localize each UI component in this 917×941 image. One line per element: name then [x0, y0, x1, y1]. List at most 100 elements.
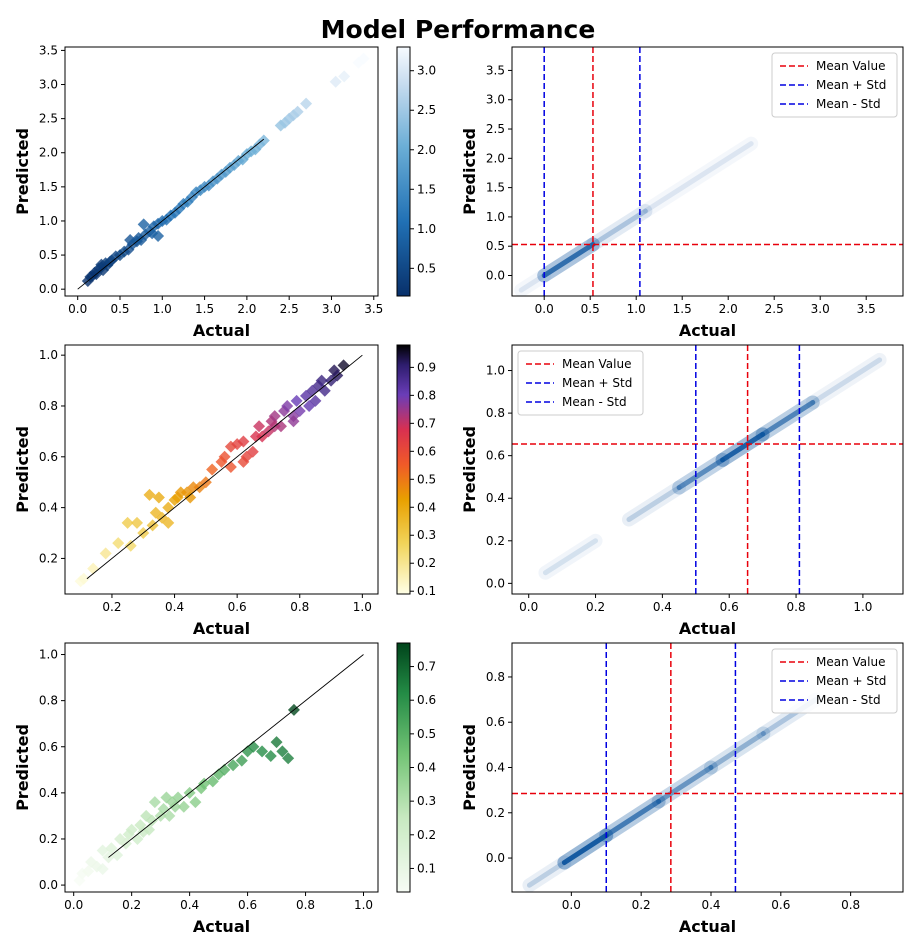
density-core [656, 765, 714, 804]
data-point [152, 229, 165, 242]
data-point [174, 486, 187, 499]
data-point [162, 516, 175, 529]
data-point [276, 745, 289, 758]
density-area [512, 345, 903, 594]
data-point [206, 463, 219, 476]
data-point [125, 823, 138, 836]
data-point [281, 399, 294, 412]
colorbar-tick-label: 0.1 [417, 584, 436, 598]
y-tick-label: 0.8 [39, 399, 58, 413]
colorbar-tick-label: 0.7 [417, 660, 436, 674]
colorbar-tick-label: 0.9 [417, 360, 436, 374]
legend: Mean Value Mean + Std Mean - Std [517, 350, 644, 416]
legend-box [771, 648, 898, 714]
data-point [177, 800, 190, 813]
x-tick-label: 0.2 [632, 898, 651, 912]
density-core [626, 485, 682, 523]
data-point [206, 775, 219, 788]
x-axis-label: Actual [679, 619, 736, 638]
y-tick-label: 2.5 [486, 122, 505, 136]
identity-line [77, 138, 265, 290]
x-axis-label: Actual [679, 321, 736, 340]
data-point [247, 740, 260, 753]
x-tick-label: 0.2 [122, 898, 141, 912]
x-tick-label: 0.2 [586, 600, 605, 614]
colorbar-tick-label: 3.0 [417, 64, 436, 78]
density-core [810, 357, 883, 405]
y-tick-label: 0.8 [486, 670, 505, 684]
data-point [112, 537, 125, 550]
colorbar-tick-label: 0.6 [417, 444, 436, 458]
colorbar-tick-label: 0.2 [417, 556, 436, 570]
density-band [585, 204, 653, 252]
y-axis-label: Predicted [13, 426, 32, 513]
axes-frame [64, 344, 379, 595]
y-tick-label: 1.0 [39, 348, 58, 362]
data-point [257, 134, 270, 147]
data-point [145, 814, 158, 827]
x-tick-label: 2.5 [280, 302, 299, 316]
x-tick-label: 0.5 [581, 302, 600, 316]
density-core [676, 457, 726, 491]
y-tick-label: 0.5 [39, 248, 58, 262]
data-point [329, 75, 342, 88]
density-core [720, 431, 766, 463]
data-point [224, 460, 237, 473]
y-tick-label: 3.0 [486, 93, 505, 107]
x-tick-label: 0.8 [841, 898, 860, 912]
legend-box [771, 52, 898, 118]
x-tick-label: 0.0 [68, 302, 87, 316]
x-tick-label: 0.6 [720, 600, 739, 614]
data-point [249, 430, 262, 443]
y-tick-label: 1.5 [39, 180, 58, 194]
data-point [338, 70, 351, 83]
y-tick-label: 0.0 [39, 878, 58, 892]
x-tick-label: 0.6 [228, 600, 247, 614]
data-point [268, 410, 281, 423]
legend-label: Mean Value [816, 59, 885, 73]
legend-box [517, 350, 644, 416]
x-axis-label: Actual [193, 917, 250, 936]
legend: Mean Value Mean + Std Mean - Std [771, 648, 898, 714]
density-panel-2: 0.0 0.5 1.0 1.5 2.0 2.5 3.0 3.5 0.0 0.5 1.0 1.5 2.0 2… [460, 46, 904, 340]
density-band [522, 855, 572, 892]
data-point [163, 809, 176, 822]
x-tick-label: 0.5 [110, 302, 129, 316]
colorbar-tick-label: 0.4 [417, 761, 436, 775]
x-tick-label: 0.8 [290, 600, 309, 614]
data-point [218, 763, 231, 776]
y-tick-label: 1.0 [39, 214, 58, 228]
density-core [603, 798, 662, 838]
x-tick-label: 1.5 [195, 302, 214, 316]
density-core [708, 731, 766, 770]
axes-frame [64, 46, 379, 297]
y-tick-label: 0.0 [486, 576, 505, 590]
density-panel-6: 0.0 0.2 0.4 0.6 0.8 0.0 0.2 0.4 0.6 0.8 Actual Pred… [460, 642, 904, 936]
data-point [130, 516, 143, 529]
colorbar [396, 46, 411, 297]
y-tick-label: 3.5 [486, 63, 505, 77]
x-tick-label: 0.2 [102, 600, 121, 614]
legend: Mean Value Mean + Std Mean - Std [771, 52, 898, 118]
identity-line [108, 654, 364, 858]
density-core [526, 860, 567, 888]
scatter-panel-5: 0.0 0.2 0.4 0.6 0.8 1.0 0.0 0.2 0.4 0.6 0.8 1.0 Actu… [13, 642, 436, 936]
x-tick-label: 3.0 [322, 302, 341, 316]
x-tick-label: 1.5 [673, 302, 692, 316]
axes-frame [511, 642, 904, 893]
x-tick-label: 0.6 [238, 898, 257, 912]
data-point [77, 572, 90, 585]
data-point [143, 488, 156, 501]
y-tick-label: 0.2 [486, 806, 505, 820]
x-tick-label: 3.5 [364, 302, 383, 316]
density-band [805, 352, 887, 410]
x-tick-label: 3.0 [811, 302, 830, 316]
data-point [152, 491, 165, 504]
data-point [264, 749, 277, 762]
colorbar-tick-label: 0.4 [417, 500, 436, 514]
colorbar-tick-label: 1.5 [417, 182, 436, 196]
y-tick-label: 0.6 [39, 740, 58, 754]
data-point [227, 759, 240, 772]
density-core [561, 832, 609, 866]
colorbar-tick-label: 0.7 [417, 416, 436, 430]
